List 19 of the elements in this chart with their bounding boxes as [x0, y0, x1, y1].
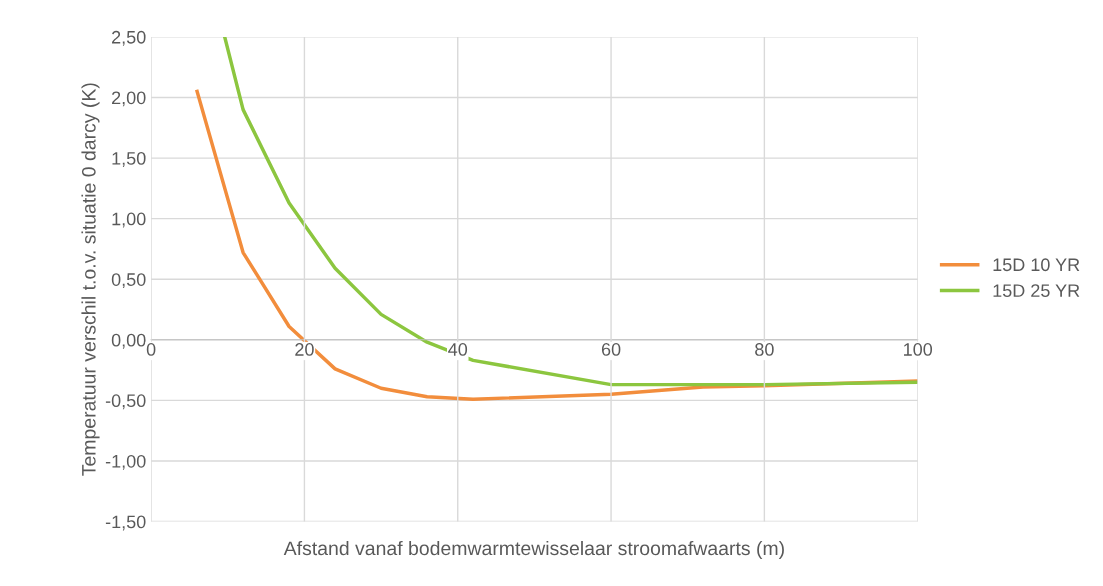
y-tick-label: -0,50 [105, 394, 146, 410]
y-tick-label: 2,50 [112, 30, 146, 46]
y-tick-label: 1,00 [112, 212, 146, 228]
legend-label: 15D 25 YR [993, 284, 1080, 298]
y-tick-label: 2,00 [112, 91, 146, 107]
x-tick-label: 20 [295, 343, 314, 356]
y-tick-label: 0,50 [111, 273, 146, 289]
legend-label: 15D 10 YR [993, 258, 1080, 272]
y-tick-label: 1,50 [112, 152, 146, 167]
x-tick-label: 80 [755, 343, 774, 356]
y-axis-title: Temperatuur verschil t.o.v. situatie 0 darcy (K) [81, 83, 100, 476]
x-tick-label: 60 [601, 343, 621, 356]
y-tick-label: -1,50 [105, 515, 146, 531]
x-tick-label: 100 [904, 343, 933, 356]
x-tick-label: 40 [448, 343, 468, 356]
x-tick-label: 0 [146, 343, 156, 356]
y-tick-label: 0,00 [111, 333, 146, 349]
y-tick-label: -1,00 [105, 454, 146, 470]
x-axis-title: Afstand vanaf bodemwarmtewisselaar stroomafwaarts (m) [283, 540, 784, 560]
